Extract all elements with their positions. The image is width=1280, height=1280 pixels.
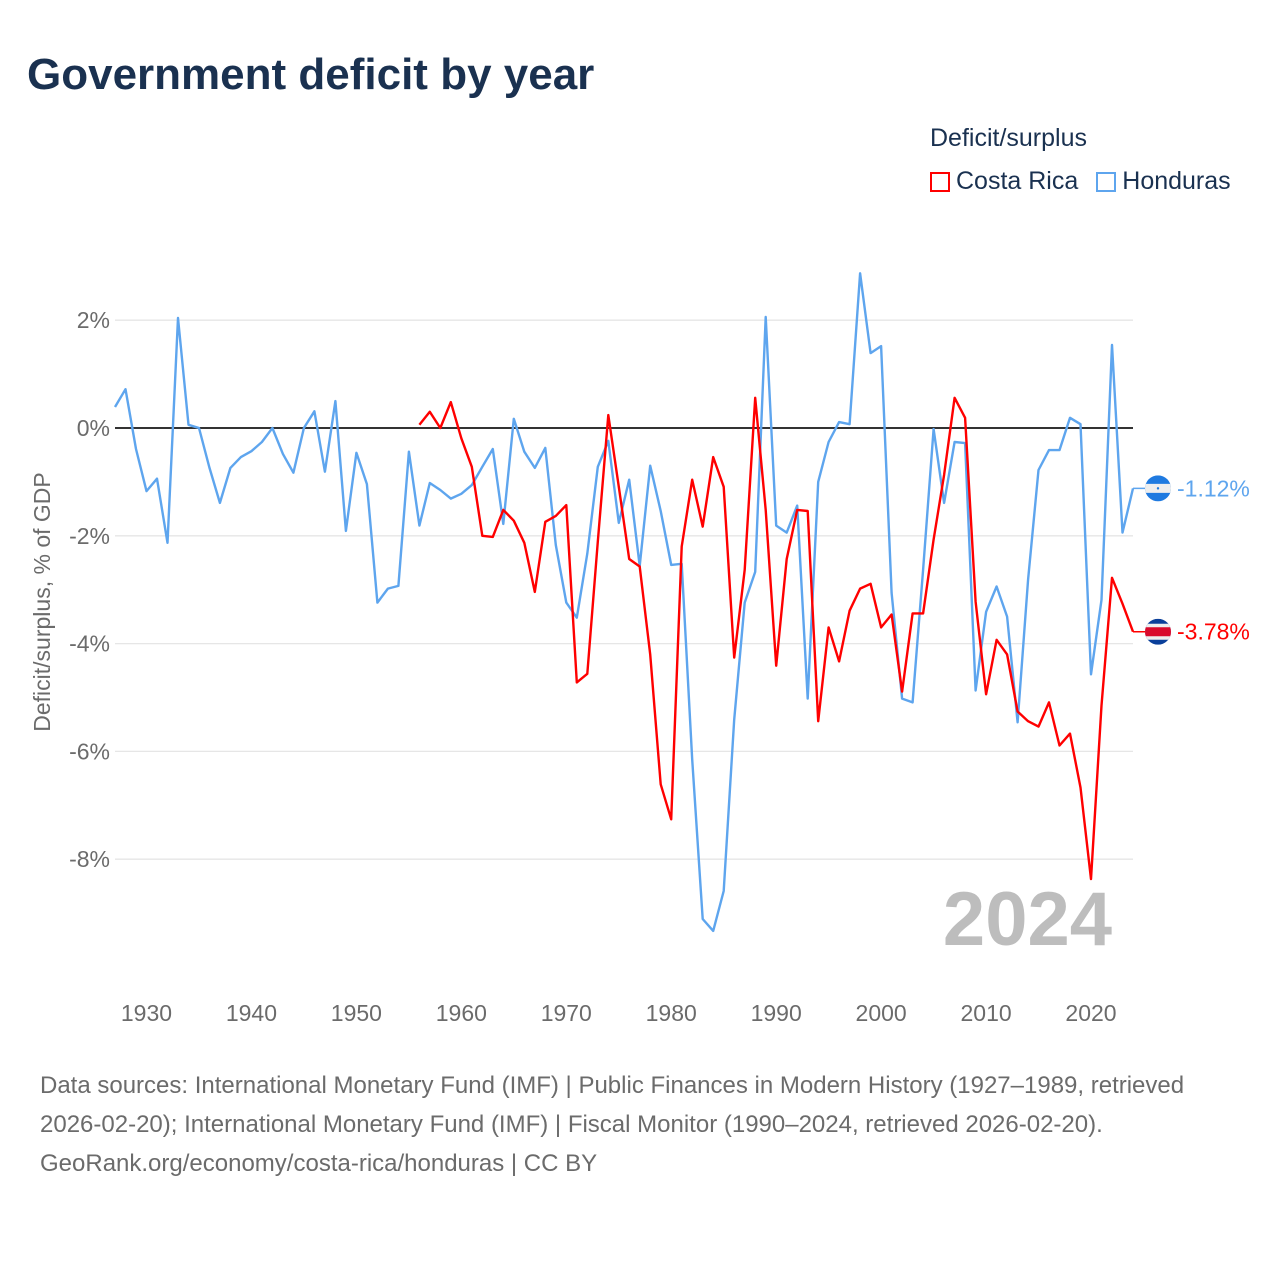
data-sources: Data sources: International Monetary Fun… <box>40 1072 1185 1138</box>
x-tick-label: 1950 <box>331 1000 382 1026</box>
x-tick-label: 2000 <box>856 1000 907 1026</box>
honduras-flag-icon <box>1145 475 1171 502</box>
x-tick-label: 1960 <box>436 1000 487 1026</box>
series-line-costa-rica <box>418 396 1135 881</box>
legend-title: Deficit/surplus <box>930 124 1087 152</box>
legend: Deficit/surplus Costa Rica Honduras <box>930 124 1231 196</box>
chart-title: Government deficit by year <box>27 50 595 99</box>
x-tick-label: 1930 <box>121 1000 172 1026</box>
series-line-honduras <box>113 272 1135 933</box>
y-axis-label: Deficit/surplus, % of GDP <box>29 472 55 731</box>
flag-stripe <box>1145 627 1171 637</box>
end-value-label: -3.78% <box>1177 619 1250 645</box>
y-tick-label: -6% <box>69 738 110 764</box>
x-tick-label: 2020 <box>1065 1000 1116 1026</box>
legend-item-honduras[interactable]: Honduras <box>1096 167 1231 196</box>
year-watermark: 2024 <box>943 877 1112 962</box>
flag-stripes <box>1145 618 1171 645</box>
legend-swatch-honduras <box>1096 171 1117 192</box>
y-tick-label: -4% <box>69 631 110 657</box>
credit-link[interactable]: GeoRank.org/economy/costa-rica/honduras … <box>40 1150 598 1177</box>
legend-swatch-costa-rica <box>930 171 950 192</box>
x-tick-label: 1970 <box>541 1000 592 1026</box>
y-tick-label: -8% <box>69 846 110 872</box>
flag-stripes <box>1145 475 1171 502</box>
x-tick-label: 1940 <box>226 1000 277 1026</box>
x-tick-label: 1980 <box>646 1000 697 1026</box>
y-tick-label: 2% <box>77 307 110 333</box>
costa-rica-flag-icon <box>1145 618 1171 645</box>
x-tick-label: 1990 <box>751 1000 802 1026</box>
flag-star <box>1156 487 1160 490</box>
legend-label: Honduras <box>1122 167 1231 195</box>
y-tick-label: 0% <box>77 415 110 441</box>
end-value-label: -1.12% <box>1177 475 1250 501</box>
x-tick-label: 2010 <box>960 1000 1011 1026</box>
legend-label: Costa Rica <box>956 167 1079 195</box>
footer: Data sources: International Monetary Fun… <box>40 1066 1240 1183</box>
y-tick-label: -2% <box>69 523 110 549</box>
legend-item-costa-rica[interactable]: Costa Rica <box>930 167 1078 196</box>
